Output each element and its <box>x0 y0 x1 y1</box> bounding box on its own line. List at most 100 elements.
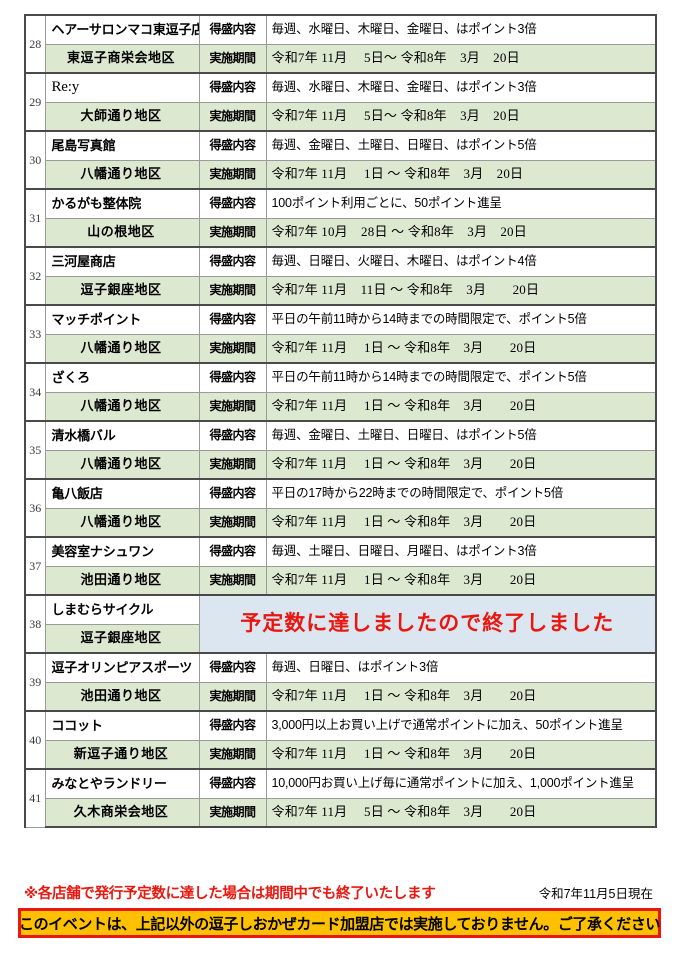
content-label: 得盛内容 <box>198 768 267 799</box>
table-row: 池田通り地区 実施期間 令和7年 11月 1日 ～ 令和8年 3月 20日 <box>25 681 657 712</box>
benefit-content: 毎週、金曜日、土曜日、日曜日、はポイント5倍 <box>265 130 657 161</box>
store-name: ヘアーサロンマコ東逗子店 <box>44 14 200 45</box>
campaign-period: 令和7年 11月 5日～ 令和8年 3月 20日 <box>265 43 657 74</box>
row-number: 31 <box>24 188 46 248</box>
campaign-period: 令和7年 11月 1日 ～ 令和8年 3月 20日 <box>265 681 657 712</box>
table-row: 29 Re:y 得盛内容 毎週、水曜日、木曜日、金曜日、はポイント3倍 <box>24 72 657 132</box>
content-label: 得盛内容 <box>198 478 267 509</box>
district-name: 東逗子商栄会地区 <box>44 43 200 74</box>
table-row: 32 三河屋商店 得盛内容 毎週、日曜日、火曜日、木曜日、はポイント4倍 <box>24 246 657 306</box>
table-row: 40 ココット 得盛内容 3,000円以上お買い上げで通常ポイントに加え、50ポイント… <box>24 710 657 770</box>
store-name: 亀八飯店 <box>44 478 200 509</box>
disclaimer-banner: このイベントは、上記以外の逗子しおかぜカード加盟店では実施しておりません。ご了承… <box>18 908 661 938</box>
content-label: 得盛内容 <box>198 652 267 683</box>
row-number: 32 <box>24 246 46 306</box>
table-row: 28 ヘアーサロンマコ東逗子店 得盛内容 毎週、水曜日、木曜日、金曜日、はポイント3倍 <box>24 14 657 74</box>
content-label: 得盛内容 <box>198 246 267 277</box>
benefit-content: 毎週、金曜日、土曜日、日曜日、はポイント5倍 <box>265 420 657 451</box>
benefit-content: 平日の午前11時から14時までの時間限定で、ポイント5倍 <box>265 304 657 335</box>
table-body: 28 ヘアーサロンマコ東逗子店 得盛内容 毎週、水曜日、木曜日、金曜日、はポイント3倍… <box>24 14 657 828</box>
table-row: 東逗子商栄会地区 実施期間 令和7年 11月 5日～ 令和8年 3月 20日 <box>25 43 657 74</box>
content-label: 得盛内容 <box>198 362 267 393</box>
benefit-content: 平日の17時から22時までの時間限定で、ポイント5倍 <box>265 478 657 509</box>
campaign-period: 令和7年 11月 5日 ～ 令和8年 3月 20日 <box>265 797 657 828</box>
benefit-content: 平日の午前11時から14時までの時間限定で、ポイント5倍 <box>265 362 657 393</box>
table-row: 41 みなとやランドリー 得盛内容 10,000円お買い上げ毎に通常ポイントに加え、1… <box>24 768 657 828</box>
footnote-row: ※各店舗で発行予定数に達した場合は期間中でも終了いたします 令和7年11月5日現… <box>24 881 655 903</box>
table-row: 39 逗子オリンピアスポーツ 得盛内容 毎週、日曜日、はポイント3倍 <box>24 652 657 712</box>
period-label: 実施期間 <box>198 681 267 712</box>
period-label: 実施期間 <box>198 159 267 190</box>
period-label: 実施期間 <box>198 739 267 770</box>
campaign-period: 令和7年 11月 5日～ 令和8年 3月 20日 <box>265 101 657 132</box>
row-number: 34 <box>24 362 46 422</box>
participating-stores-table: 28 ヘアーサロンマコ東逗子店 得盛内容 毎週、水曜日、木曜日、金曜日、はポイント3倍… <box>24 14 657 828</box>
benefit-content: 100ポイント利用ごとに、50ポイント進呈 <box>265 188 657 219</box>
table-row: 八幡通り地区 実施期間 令和7年 11月 1日 ～ 令和8年 3月 20日 <box>25 507 657 538</box>
store-name: しまむらサイクル <box>44 594 200 625</box>
period-label: 実施期間 <box>198 449 267 480</box>
benefit-content: 毎週、土曜日、日曜日、月曜日、はポイント3倍 <box>265 536 657 567</box>
store-name: 清水橋バル <box>44 420 200 451</box>
table-row: 八幡通り地区 実施期間 令和7年 11月 1日 ～ 令和8年 3月 20日 <box>25 391 657 422</box>
row-number: 30 <box>24 130 46 190</box>
store-name: マッチポイント <box>44 304 200 335</box>
store-name: 尾島写真館 <box>44 130 200 161</box>
table-row: 逗子銀座地区 <box>25 623 656 654</box>
table-row: 八幡通り地区 実施期間 令和7年 11月 1日 ～ 令和8年 3月 20日 <box>25 159 657 190</box>
district-name: 池田通り地区 <box>44 565 200 596</box>
district-name: 八幡通り地区 <box>44 333 200 364</box>
content-label: 得盛内容 <box>198 304 267 335</box>
district-name: 八幡通り地区 <box>44 449 200 480</box>
district-name: 大師通り地区 <box>44 101 200 132</box>
benefit-content: 3,000円以上お買い上げで通常ポイントに加え、50ポイント進呈 <box>265 710 657 741</box>
benefit-content: 毎週、日曜日、はポイント3倍 <box>265 652 657 683</box>
content-label: 得盛内容 <box>198 536 267 567</box>
campaign-period: 令和7年 11月 1日 ～ 令和8年 3月 20日 <box>265 391 657 422</box>
period-label: 実施期間 <box>198 43 267 74</box>
district-name: 池田通り地区 <box>44 681 200 712</box>
table-row: 山の根地区 実施期間 令和7年 10月 28日 ～ 令和8年 3月 20日 <box>25 217 657 248</box>
store-name: ココット <box>44 710 200 741</box>
campaign-period: 令和7年 10月 28日 ～ 令和8年 3月 20日 <box>265 217 657 248</box>
row-number: 41 <box>24 768 46 828</box>
period-label: 実施期間 <box>198 565 267 596</box>
period-label: 実施期間 <box>198 391 267 422</box>
benefit-content: 毎週、日曜日、火曜日、木曜日、はポイント4倍 <box>265 246 657 277</box>
period-label: 実施期間 <box>198 797 267 828</box>
table-row: 34 ざくろ 得盛内容 平日の午前11時から14時までの時間限定で、ポイント5倍 <box>24 362 657 422</box>
store-name: 逗子オリンピアスポーツ <box>44 652 200 683</box>
content-label: 得盛内容 <box>198 130 267 161</box>
row-number: 38 <box>24 594 46 654</box>
store-name: Re:y <box>44 72 200 103</box>
content-label: 得盛内容 <box>198 14 267 45</box>
table-row: 33 マッチポイント 得盛内容 平日の午前11時から14時までの時間限定で、ポイント5… <box>24 304 657 364</box>
content-label: 得盛内容 <box>198 188 267 219</box>
table-row: 大師通り地区 実施期間 令和7年 11月 5日～ 令和8年 3月 20日 <box>25 101 657 132</box>
period-label: 実施期間 <box>198 507 267 538</box>
campaign-period: 令和7年 11月 1日 ～ 令和8年 3月 20日 <box>265 507 657 538</box>
campaign-period: 令和7年 11月 1日 ～ 令和8年 3月 20日 <box>265 159 657 190</box>
store-name: かるがも整体院 <box>44 188 200 219</box>
store-name: 美容室ナシュワン <box>44 536 200 567</box>
benefit-content: 10,000円お買い上げ毎に通常ポイントに加え、1,000ポイント進呈 <box>265 768 657 799</box>
row-number: 28 <box>24 14 46 74</box>
campaign-period: 令和7年 11月 1日 ～ 令和8年 3月 20日 <box>265 333 657 364</box>
period-label: 実施期間 <box>198 217 267 248</box>
benefit-content: 毎週、水曜日、木曜日、金曜日、はポイント3倍 <box>265 72 657 103</box>
table-row: 35 清水橋バル 得盛内容 毎週、金曜日、土曜日、日曜日、はポイント5倍 <box>24 420 657 480</box>
store-name: ざくろ <box>44 362 200 393</box>
row-number: 37 <box>24 536 46 596</box>
row-number: 33 <box>24 304 46 364</box>
table-row: 久木商栄会地区 実施期間 令和7年 11月 5日 ～ 令和8年 3月 20日 <box>25 797 657 828</box>
table-row: 八幡通り地区 実施期間 令和7年 11月 1日 ～ 令和8年 3月 20日 <box>25 333 657 364</box>
content-label: 得盛内容 <box>198 72 267 103</box>
table-row: 新逗子通り地区 実施期間 令和7年 11月 1日 ～ 令和8年 3月 20日 <box>25 739 657 770</box>
district-name: 八幡通り地区 <box>44 391 200 422</box>
content-label: 得盛内容 <box>198 710 267 741</box>
district-name: 逗子銀座地区 <box>44 623 200 654</box>
table-row: 38 しまむらサイクル 予定数に達しましたので終了しました <box>24 594 657 654</box>
footnote-warning-text: ※各店舗で発行予定数に達した場合は期間中でも終了いたします <box>24 885 436 902</box>
table-row: 30 尾島写真館 得盛内容 毎週、金曜日、土曜日、日曜日、はポイント5倍 <box>24 130 657 190</box>
table-row: 37 美容室ナシュワン 得盛内容 毎週、土曜日、日曜日、月曜日、はポイント3倍 <box>24 536 657 596</box>
